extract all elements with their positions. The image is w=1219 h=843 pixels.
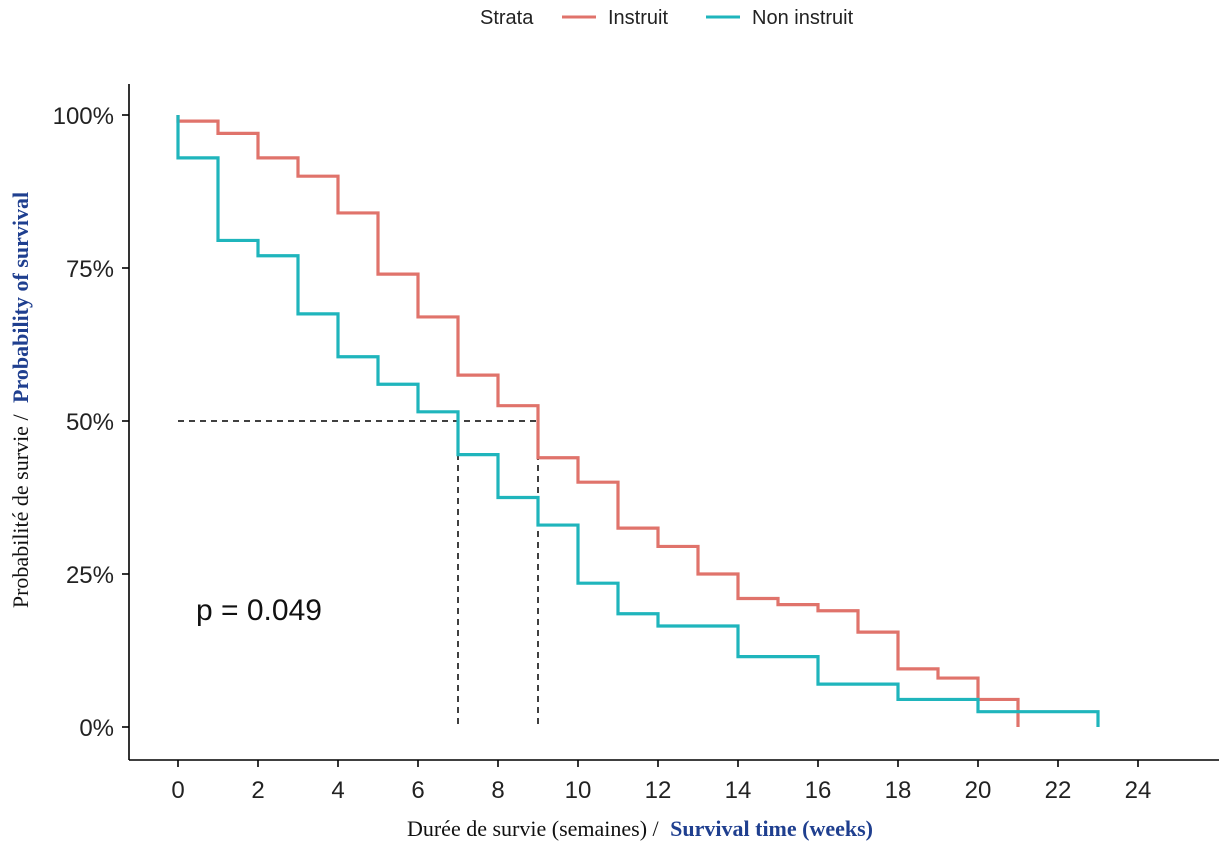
y-axis-title-english: Probability of survival [8, 192, 33, 403]
legend-title: Strata [480, 7, 534, 29]
y-tick-label: 0% [79, 715, 114, 742]
x-axis-title-french: Durée de survie (semaines) / [407, 816, 660, 841]
y-ticks: 0% 25% 50% 75% 100% [53, 103, 129, 742]
x-axis-title-english: Survival time (weeks) [670, 816, 873, 841]
x-tick-label: 6 [411, 777, 424, 804]
legend-entry-instruit: Instruit [608, 7, 668, 29]
y-tick-label: 25% [66, 562, 114, 589]
x-tick-label: 20 [965, 777, 992, 804]
survival-curve-non-instruit [176, 115, 1100, 727]
y-axis-title-french: Probabilité de survie / [8, 414, 33, 609]
p-value-annotation: p = 0.049 [196, 594, 322, 627]
x-tick-label: 18 [885, 777, 912, 804]
y-tick-label: 75% [66, 256, 114, 283]
x-tick-label: 22 [1045, 777, 1072, 804]
median-lines [178, 420, 539, 727]
legend-entry-non-instruit: Non instruit [752, 7, 854, 29]
x-tick-label: 16 [805, 777, 832, 804]
x-ticks: 0 2 4 6 8 10 12 14 16 18 20 22 24 [171, 760, 1151, 804]
legend: Strata Instruit Non instruit [480, 7, 854, 29]
x-tick-label: 0 [171, 777, 184, 804]
y-axis-title: Probabilité de survie / Probability of s… [8, 192, 33, 608]
x-tick-label: 10 [565, 777, 592, 804]
y-tick-label: 100% [53, 103, 114, 130]
survival-curves [176, 115, 1100, 727]
x-tick-label: 24 [1125, 777, 1152, 804]
y-tick-label: 50% [66, 409, 114, 436]
x-tick-label: 8 [491, 777, 504, 804]
survival-curve-instruit [176, 115, 1020, 727]
x-axis-title: Durée de survie (semaines) / Survival ti… [407, 816, 873, 841]
x-tick-label: 14 [725, 777, 752, 804]
x-tick-label: 4 [331, 777, 344, 804]
x-tick-label: 12 [645, 777, 672, 804]
x-tick-label: 2 [251, 777, 264, 804]
